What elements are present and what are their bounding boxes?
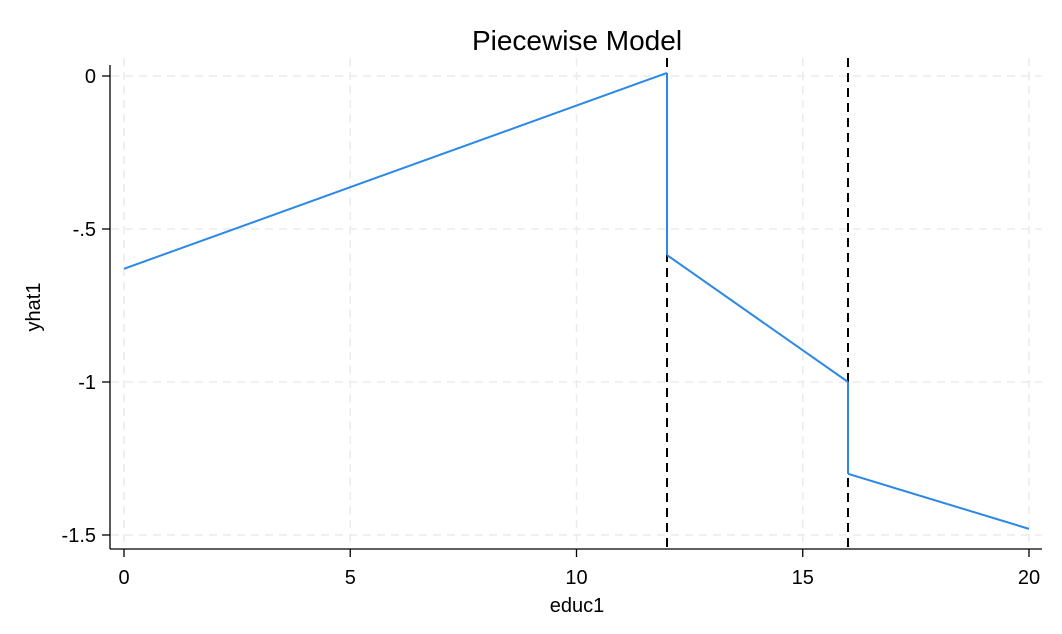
series-group xyxy=(123,71,1030,530)
series-0-segment-0 xyxy=(123,71,668,270)
y-tick-label: -1.5 xyxy=(62,525,96,547)
series-0-segment-4 xyxy=(847,472,1030,530)
x-tick-label: 15 xyxy=(792,567,814,589)
x-axis-label: educ1 xyxy=(550,595,605,617)
grid xyxy=(111,58,1042,548)
y-axis-label: yhat1 xyxy=(23,283,45,332)
y-tick-label: 0 xyxy=(85,66,96,88)
x-tick-label: 0 xyxy=(118,567,129,589)
x-tick-label: 20 xyxy=(1018,567,1040,589)
x-tick-label: 5 xyxy=(345,567,356,589)
x-ticks: 0 5 10 15 20 xyxy=(118,549,1040,589)
y-tick-label: -1 xyxy=(78,372,96,394)
x-tick-label: 10 xyxy=(565,567,587,589)
chart-title: Piecewise Model xyxy=(472,25,682,56)
y-tick-label: -.5 xyxy=(73,219,96,241)
reference-lines xyxy=(666,58,849,548)
y-ticks: 0 -.5 -1 -1.5 xyxy=(62,66,110,547)
series-0-segment-2 xyxy=(666,254,849,383)
